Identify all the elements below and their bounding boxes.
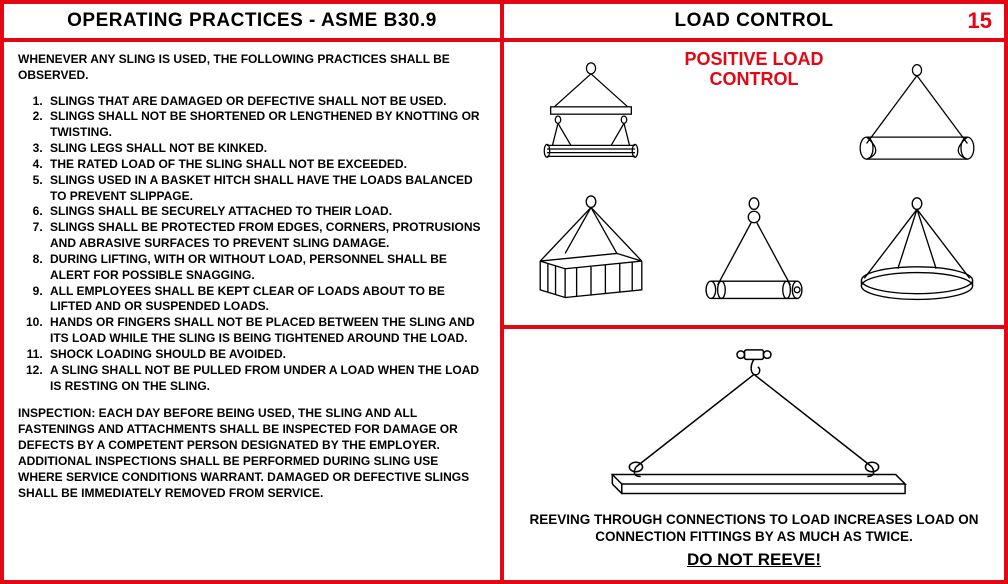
- practices-list: SLINGS THAT ARE DAMAGED OR DEFECTIVE SHA…: [18, 94, 486, 395]
- reeve-warning-text: REEVING THROUGH CONNECTIONS TO LOAD INCR…: [524, 511, 984, 546]
- safety-card: OPERATING PRACTICES - ASME B30.9 WHENEVE…: [0, 0, 1008, 584]
- positive-title-line1: POSITIVE LOAD: [684, 49, 823, 69]
- diagram-cylinder-choker: [677, 186, 832, 318]
- practices-intro: WHENEVER ANY SLING IS USED, THE FOLLOWIN…: [18, 52, 486, 84]
- list-item: ALL EMPLOYEES SHALL BE KEPT CLEAR OF LOA…: [46, 284, 486, 316]
- list-item: SLINGS USED IN A BASKET HITCH SHALL HAVE…: [46, 173, 486, 205]
- diagram-crate: [514, 186, 669, 318]
- load-control-panel: LOAD CONTROL 15 POSITIVE LOAD CONTROL: [504, 4, 1004, 580]
- inspection-text: INSPECTION: EACH DAY BEFORE BEING USED, …: [18, 406, 486, 501]
- list-item: SLING LEGS SHALL NOT BE KINKED.: [46, 141, 486, 157]
- reeve-section: REEVING THROUGH CONNECTIONS TO LOAD INCR…: [504, 329, 1004, 580]
- diagram-grid: [514, 50, 994, 317]
- positive-title-line2: CONTROL: [710, 69, 799, 89]
- diagram-spreader-bundle: [514, 50, 669, 182]
- right-header-number: 15: [968, 8, 992, 34]
- left-header-title: OPERATING PRACTICES - ASME B30.9: [67, 10, 437, 32]
- list-item: THE RATED LOAD OF THE SLING SHALL NOT BE…: [46, 157, 486, 173]
- left-header: OPERATING PRACTICES - ASME B30.9: [4, 4, 500, 42]
- positive-load-title: POSITIVE LOAD CONTROL: [684, 50, 823, 90]
- list-item: SLINGS SHALL NOT BE SHORTENED OR LENGTHE…: [46, 109, 486, 141]
- right-header: LOAD CONTROL 15: [504, 4, 1004, 42]
- list-item: SLINGS THAT ARE DAMAGED OR DEFECTIVE SHA…: [46, 94, 486, 110]
- operating-practices-panel: OPERATING PRACTICES - ASME B30.9 WHENEVE…: [4, 4, 504, 580]
- diagram-round-plate: [839, 186, 994, 318]
- right-header-title: LOAD CONTROL: [674, 10, 833, 32]
- list-item: SHOCK LOADING SHOULD BE AVOIDED.: [46, 347, 486, 363]
- list-item: DURING LIFTING, WITH OR WITHOUT LOAD, PE…: [46, 252, 486, 284]
- reeve-diagram: [524, 337, 984, 510]
- list-item: SLINGS SHALL BE SECURELY ATTACHED TO THE…: [46, 204, 486, 220]
- list-item: A SLING SHALL NOT BE PULLED FROM UNDER A…: [46, 363, 486, 395]
- practices-body: WHENEVER ANY SLING IS USED, THE FOLLOWIN…: [4, 42, 500, 580]
- diagram-roll-basket: [839, 50, 994, 182]
- list-item: HANDS OR FINGERS SHALL NOT BE PLACED BET…: [46, 315, 486, 347]
- do-not-reeve-text: DO NOT REEVE!: [687, 550, 821, 570]
- positive-load-section: POSITIVE LOAD CONTROL: [504, 42, 1004, 329]
- list-item: SLINGS SHALL BE PROTECTED FROM EDGES, CO…: [46, 220, 486, 252]
